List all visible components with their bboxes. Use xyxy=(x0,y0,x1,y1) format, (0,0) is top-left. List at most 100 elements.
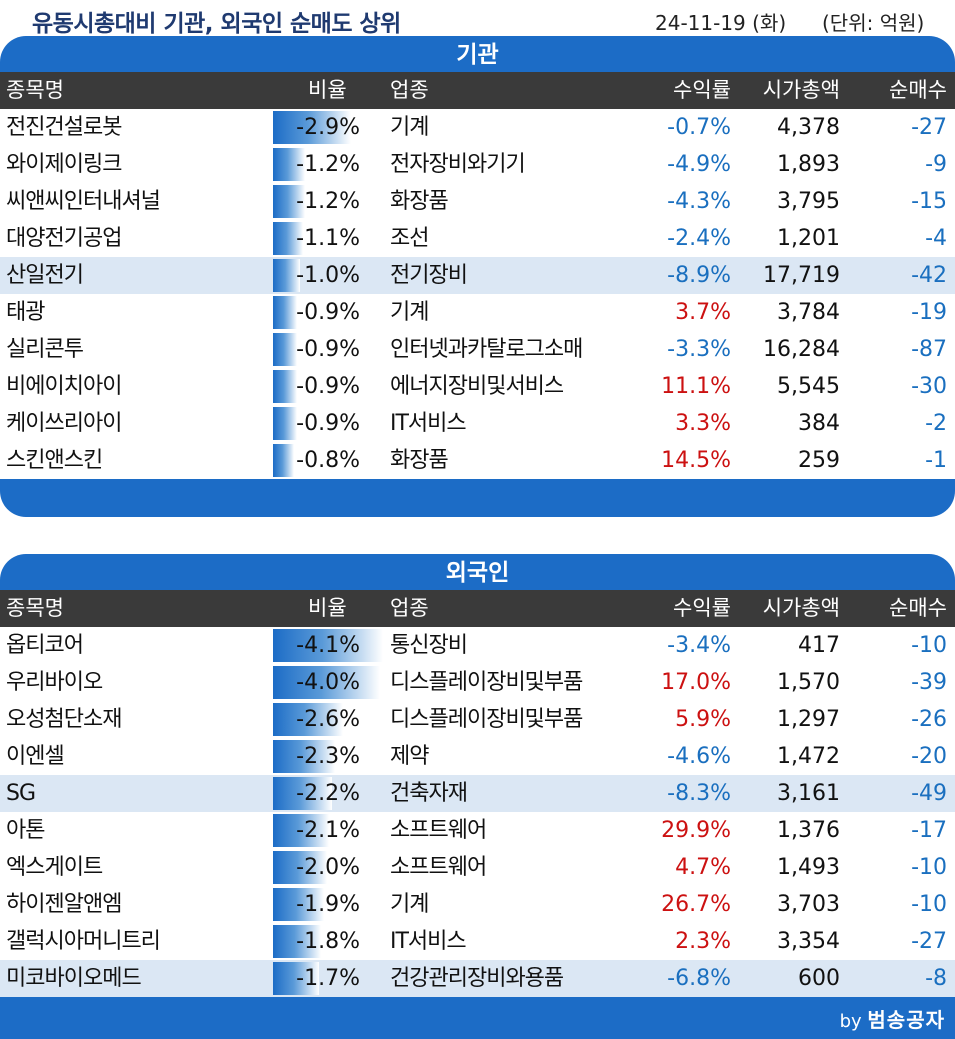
market-cap-value: 1,570 xyxy=(777,670,840,695)
ratio-bar-track xyxy=(273,925,383,958)
page-title: 유동시총대비 기관, 외국인 순매도 상위 xyxy=(32,11,401,37)
table-row: 오성첨단소재 -2.6% 디스플레이장비및부품 5.9% 1,297 -26 xyxy=(0,701,955,738)
ratio-value: -2.0% xyxy=(296,855,360,880)
market-cap-value: 1,493 xyxy=(777,855,840,880)
return-value: -4.6% xyxy=(667,744,731,769)
net-value: -10 xyxy=(911,633,947,658)
sector-name: 에너지장비및서비스 xyxy=(390,374,564,399)
stock-name: SG xyxy=(6,781,36,806)
sector-name: 전기장비 xyxy=(390,263,468,288)
ratio-bar-track xyxy=(273,407,383,440)
section-footer-institution xyxy=(0,479,955,517)
net-value: -10 xyxy=(911,892,947,917)
ratio-bar xyxy=(273,888,324,921)
ratio-bar xyxy=(273,740,335,773)
ratio-value: -1.2% xyxy=(296,189,360,214)
ratio-bar-track xyxy=(273,222,383,255)
table-row: 옵티코어 -4.1% 통신장비 -3.4% 417 -10 xyxy=(0,627,955,664)
return-value: -4.9% xyxy=(667,152,731,177)
sector-name: 전자장비와기기 xyxy=(390,152,526,177)
ratio-bar xyxy=(273,222,303,255)
net-value: -1 xyxy=(925,448,947,473)
return-value: 11.1% xyxy=(661,374,731,399)
table-row: 비에이치아이 -0.9% 에너지장비및서비스 11.1% 5,545 -30 xyxy=(0,368,955,405)
ratio-value: -4.0% xyxy=(296,670,360,695)
col-sector: 업종 xyxy=(390,596,429,620)
net-value: -30 xyxy=(911,374,947,399)
ratio-bar-track xyxy=(273,444,383,477)
market-cap-value: 3,784 xyxy=(777,300,840,325)
market-cap-value: 417 xyxy=(798,633,840,658)
market-cap-value: 3,795 xyxy=(777,189,840,214)
table-row: 하이젠알앤엠 -1.9% 기계 26.7% 3,703 -10 xyxy=(0,886,955,923)
net-value: -26 xyxy=(911,707,947,732)
return-value: -0.7% xyxy=(667,115,731,140)
table-row: 갤럭시아머니트리 -1.8% IT서비스 2.3% 3,354 -27 xyxy=(0,923,955,960)
stock-name: 비에이치아이 xyxy=(6,374,122,399)
stock-name: 태광 xyxy=(6,300,45,325)
ratio-bar xyxy=(273,777,333,810)
byline-author: 범송공자 xyxy=(867,1008,945,1032)
net-value: -39 xyxy=(911,670,947,695)
net-value: -19 xyxy=(911,300,947,325)
ratio-bar xyxy=(273,629,383,662)
table-row: 전진건설로봇 -2.9% 기계 -0.7% 4,378 -27 xyxy=(0,109,955,146)
stock-name: 옵티코어 xyxy=(6,633,84,658)
net-value: -27 xyxy=(911,115,947,140)
ratio-value: -1.9% xyxy=(296,892,360,917)
ratio-value: -0.8% xyxy=(296,448,360,473)
return-value: -4.3% xyxy=(667,189,731,214)
sector-name: 디스플레이장비및부품 xyxy=(390,670,583,695)
sector-name: 화장품 xyxy=(390,189,449,214)
return-value: 14.5% xyxy=(661,448,731,473)
stock-name: 씨앤씨인터내셔널 xyxy=(6,189,161,214)
net-value: -10 xyxy=(911,855,947,880)
table-row: 엑스게이트 -2.0% 소프트웨어 4.7% 1,493 -10 xyxy=(0,849,955,886)
market-cap-value: 1,893 xyxy=(777,152,840,177)
col-ratio: 비율 xyxy=(308,596,347,620)
return-value: 2.3% xyxy=(675,929,731,954)
stock-name: 와이제이링크 xyxy=(6,152,122,177)
table-row: 산일전기 -1.0% 전기장비 -8.9% 17,719 -42 xyxy=(0,257,955,294)
ratio-value: -1.0% xyxy=(296,263,360,288)
ratio-value: -0.9% xyxy=(296,411,360,436)
stock-name: 이엔셀 xyxy=(6,744,65,769)
return-value: 3.7% xyxy=(675,300,731,325)
ratio-value: -2.6% xyxy=(296,707,360,732)
institution-section: 기관 종목명 비율 업종 수익률 시가총액 순매수 전진건설로봇 -2.9% 기계 -… xyxy=(0,36,955,520)
market-cap-value: 1,201 xyxy=(777,226,840,251)
return-value: 3.3% xyxy=(675,411,731,436)
stock-name: 갤럭시아머니트리 xyxy=(6,929,161,954)
return-value: -3.3% xyxy=(667,337,731,362)
return-value: -8.3% xyxy=(667,781,731,806)
ratio-value: -2.2% xyxy=(296,781,360,806)
ratio-bar-track xyxy=(273,814,383,847)
col-return: 수익률 xyxy=(673,596,731,620)
top-header: 유동시총대비 기관, 외국인 순매도 상위 24-11-19 (화) (단위: … xyxy=(0,0,955,37)
ratio-bar-track xyxy=(273,111,383,144)
stock-name: 하이젠알앤엠 xyxy=(6,892,122,917)
net-value: -9 xyxy=(925,152,947,177)
market-cap-value: 5,545 xyxy=(777,374,840,399)
net-value: -49 xyxy=(911,781,947,806)
net-value: -2 xyxy=(925,411,947,436)
foreign-section: 외국인 종목명 비율 업종 수익률 시가총액 순매수 옵티코어 -4.1% 통신장비… xyxy=(0,554,955,1039)
stock-name: 우리바이오 xyxy=(6,670,103,695)
ratio-value: -4.1% xyxy=(296,633,360,658)
net-value: -4 xyxy=(925,226,947,251)
col-ratio: 비율 xyxy=(308,78,347,102)
ratio-bar-track xyxy=(273,148,383,181)
sector-name: 기계 xyxy=(390,300,429,325)
ratio-bar-track xyxy=(273,888,383,921)
table-row: 씨앤씨인터내셔널 -1.2% 화장품 -4.3% 3,795 -15 xyxy=(0,183,955,220)
table-row: 스킨앤스킨 -0.8% 화장품 14.5% 259 -1 xyxy=(0,442,955,479)
ratio-bar-track xyxy=(273,666,383,699)
stock-name: 오성첨단소재 xyxy=(6,707,122,732)
date-label: 24-11-19 (화) xyxy=(655,11,787,35)
ratio-value: -2.9% xyxy=(296,115,360,140)
foreign-table-body: 옵티코어 -4.1% 통신장비 -3.4% 417 -10 우리바이오 -4.0% 디스플레이장… xyxy=(0,627,955,997)
ratio-bar xyxy=(273,666,381,699)
table-row: 우리바이오 -4.0% 디스플레이장비및부품 17.0% 1,570 -39 xyxy=(0,664,955,701)
institution-table-body: 전진건설로봇 -2.9% 기계 -0.7% 4,378 -27 와이제이링크 -1.2% 전자장… xyxy=(0,109,955,479)
ratio-bar-track xyxy=(273,296,383,329)
